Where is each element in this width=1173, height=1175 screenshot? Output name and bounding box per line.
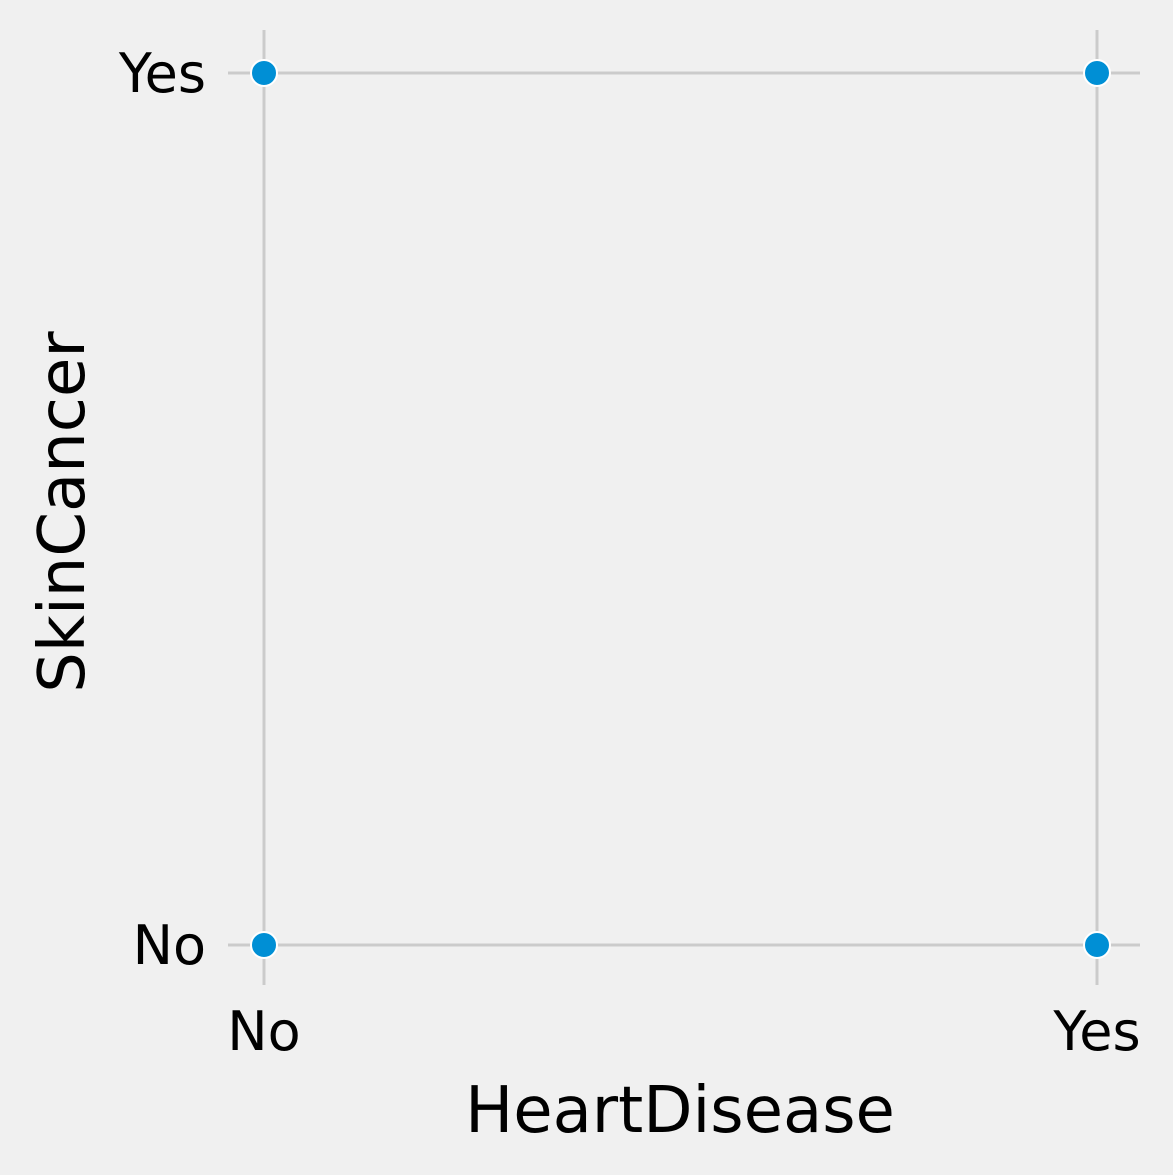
- data-points: [250, 59, 1111, 959]
- grid-lines: [228, 30, 1140, 985]
- data-point: [250, 59, 278, 87]
- y-tick-label: No: [133, 914, 206, 977]
- x-tick-labels: No Yes: [227, 1000, 1140, 1063]
- data-point: [1083, 931, 1111, 959]
- y-tick-labels: No Yes: [118, 42, 206, 977]
- x-tick-label: No: [227, 1000, 300, 1063]
- y-tick-label: Yes: [118, 42, 206, 105]
- data-point: [1083, 59, 1111, 87]
- data-point: [250, 931, 278, 959]
- x-tick-label: Yes: [1052, 1000, 1140, 1063]
- y-axis-label: SkinCancer: [26, 331, 100, 693]
- x-axis-label: HeartDisease: [465, 1074, 895, 1148]
